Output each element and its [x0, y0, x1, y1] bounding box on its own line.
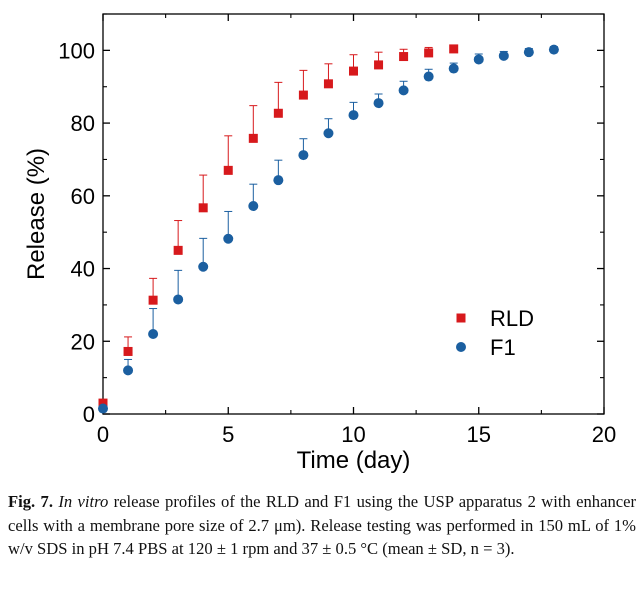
y-tick-label: 100 — [58, 38, 95, 63]
f1-point — [523, 47, 534, 58]
x-tick-label: 10 — [341, 422, 365, 447]
chart-axes: 0 5 10 15 20 0 20 40 60 80 100 — [58, 13, 616, 447]
f1-point — [273, 175, 284, 186]
rld-point — [223, 165, 233, 175]
legend-f1-marker — [456, 342, 466, 352]
f1-point — [123, 365, 134, 376]
f1-point — [198, 261, 209, 272]
y-tick-label: 80 — [71, 111, 95, 136]
y-tick-label: 20 — [71, 329, 95, 354]
f1-point — [248, 201, 259, 211]
legend: RLD F1 — [456, 306, 534, 360]
f1-point — [548, 44, 559, 55]
legend-f1-label: F1 — [490, 335, 516, 360]
rld-point — [298, 90, 308, 100]
rld-point — [449, 44, 459, 54]
y-axis-title: Release (%) — [23, 148, 50, 280]
rld-point — [173, 245, 183, 255]
rld-point — [98, 398, 108, 408]
caption-italic-term: In vitro — [58, 492, 109, 511]
rld-point — [374, 60, 384, 70]
rld-point — [198, 203, 208, 213]
caption-figure-label: Fig. 7. — [8, 492, 53, 511]
f1-point — [398, 85, 409, 96]
x-tick-label: 15 — [467, 422, 491, 447]
x-axis-title: Time (day) — [297, 447, 411, 474]
y-tick-label: 0 — [83, 402, 95, 427]
rld-point — [424, 48, 434, 58]
rld-point — [323, 79, 333, 89]
legend-rld-label: RLD — [490, 306, 534, 331]
rld-point — [349, 66, 358, 76]
rld-point — [248, 133, 258, 143]
f1-point — [98, 403, 108, 414]
data-markers — [98, 44, 559, 414]
f1-point — [373, 98, 384, 109]
rld-point — [148, 295, 158, 305]
rld-point — [123, 346, 133, 356]
rld-point — [399, 52, 409, 62]
rld-point — [273, 108, 283, 118]
x-tick-label: 20 — [592, 422, 616, 447]
legend-rld-marker — [456, 313, 466, 323]
f1-point — [223, 233, 234, 244]
caption-text: release profiles of the RLD and F1 using… — [8, 492, 636, 558]
f1-point — [323, 128, 334, 139]
x-tick-label: 0 — [97, 422, 109, 447]
y-tick-label: 60 — [71, 184, 95, 209]
release-profile-chart: 0 5 10 15 20 0 20 40 60 80 100 RLD F1 Time (day) Re… — [23, 13, 616, 474]
f1-point — [173, 294, 184, 305]
f1-point — [423, 71, 434, 82]
f1-point — [298, 150, 309, 161]
y-tick-label: 40 — [71, 257, 95, 282]
f1-point — [498, 50, 509, 61]
f1-point — [148, 329, 159, 339]
f1-point — [473, 54, 484, 65]
x-tick-label: 5 — [222, 422, 234, 447]
figure-caption: Fig. 7. In vitro release profiles of the… — [8, 490, 636, 561]
f1-point — [348, 110, 359, 121]
f1-point — [448, 63, 459, 74]
